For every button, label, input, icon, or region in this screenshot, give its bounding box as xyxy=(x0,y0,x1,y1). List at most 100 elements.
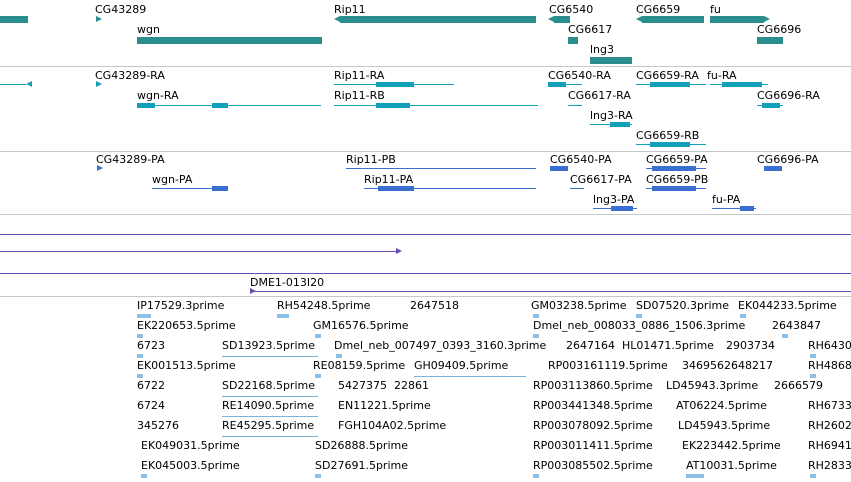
est-feature[interactable] xyxy=(533,314,539,318)
est-feature[interactable] xyxy=(315,474,321,478)
polypeptide-label-wgn-pa[interactable]: wgn-PA xyxy=(152,173,193,186)
est-label[interactable]: SD07520.3prime xyxy=(636,299,729,312)
est-label[interactable]: EK001513.5prime xyxy=(137,359,236,372)
est-label[interactable]: LD45943.3prime xyxy=(666,379,759,392)
gene-label-cg43289[interactable]: CG43289 xyxy=(95,3,147,16)
est-feature[interactable] xyxy=(137,374,143,378)
est-label[interactable]: RH2602 xyxy=(808,419,851,432)
gene-label-wgn[interactable]: wgn xyxy=(137,23,160,36)
est-label[interactable]: 5427375 xyxy=(338,379,387,392)
transcript-label-cg6659-rb[interactable]: CG6659-RB xyxy=(636,129,700,142)
polypeptide-label-cg6659-pb[interactable]: CG6659-PB xyxy=(646,173,709,186)
gene-feature-cg6659[interactable] xyxy=(636,16,704,23)
gene-feature-cg6617[interactable] xyxy=(568,37,578,44)
est-feature[interactable] xyxy=(137,334,143,338)
est-label[interactable]: RH2833 xyxy=(808,459,851,472)
est-label[interactable]: 22861 xyxy=(394,379,429,392)
polypeptide-label-cg6617-pa[interactable]: CG6617-PA xyxy=(570,173,632,186)
est-feature[interactable] xyxy=(222,416,318,417)
est-label[interactable]: RH6733 xyxy=(808,399,851,412)
est-label[interactable]: RE45295.5prime xyxy=(222,419,315,432)
est-label[interactable]: SD27691.5prime xyxy=(315,459,408,472)
est-label[interactable]: RP003011411.5prime xyxy=(533,439,653,452)
transcript-feature-cg43289-ra[interactable] xyxy=(96,81,102,87)
est-label[interactable]: RP003161119.5prime xyxy=(548,359,668,372)
est-label[interactable]: Dmel_neb_007497_0393_3160.3prime xyxy=(334,339,547,352)
transcript-label-rip11-rb[interactable]: Rip11-RB xyxy=(334,89,385,102)
clone-span-line[interactable] xyxy=(0,251,398,252)
est-label[interactable]: RP003113860.5prime xyxy=(533,379,653,392)
gene-label-cg6696[interactable]: CG6696 xyxy=(757,23,802,36)
est-label[interactable]: GH09409.5prime xyxy=(414,359,509,372)
est-feature[interactable] xyxy=(222,436,318,437)
polypeptide-feature-cg6696-pa[interactable] xyxy=(764,166,782,171)
transcript-label-rip11-ra[interactable]: Rip11-RA xyxy=(334,69,385,82)
est-label[interactable]: SD26888.5prime xyxy=(315,439,408,452)
gene-feature-cg43289[interactable] xyxy=(96,16,102,22)
est-feature[interactable] xyxy=(222,356,318,357)
polypeptide-feature-wgn-pa[interactable] xyxy=(152,188,228,189)
transcript-feature-rip11-rb[interactable] xyxy=(334,105,538,106)
polypeptide-feature-cg6540-pa[interactable] xyxy=(550,166,568,171)
est-label[interactable]: RP003078092.5prime xyxy=(533,419,653,432)
est-label[interactable]: RE14090.5prime xyxy=(222,399,315,412)
est-label[interactable]: 6723 xyxy=(137,339,165,352)
gene-feature-wgn[interactable] xyxy=(137,37,322,44)
est-label[interactable]: SD22168.5prime xyxy=(222,379,315,392)
transcript-feature-offscreen[interactable] xyxy=(0,84,26,85)
gene-label-cg6659[interactable]: CG6659 xyxy=(636,3,681,16)
polypeptide-label-cg6696-pa[interactable]: CG6696-PA xyxy=(757,153,819,166)
est-feature[interactable] xyxy=(740,314,746,318)
est-label[interactable]: RP003085502.5prime xyxy=(533,459,653,472)
transcript-label-wgn-ra[interactable]: wgn-RA xyxy=(137,89,179,102)
est-feature[interactable] xyxy=(810,374,816,378)
gene-feature-cg6540[interactable] xyxy=(548,16,570,23)
est-label[interactable]: 2647518 xyxy=(410,299,459,312)
est-feature[interactable] xyxy=(810,474,816,478)
est-label[interactable]: 2643847 xyxy=(772,319,821,332)
est-label[interactable]: AT10031.5prime xyxy=(686,459,777,472)
est-feature[interactable] xyxy=(315,334,321,338)
polypeptide-label-cg6659-pa[interactable]: CG6659-PA xyxy=(646,153,708,166)
transcript-label-fu-ra[interactable]: fu-RA xyxy=(707,69,737,82)
polypeptide-feature-rip11-pb[interactable] xyxy=(346,168,536,169)
est-label[interactable]: HL01471.5prime xyxy=(622,339,714,352)
est-label[interactable]: 6724 xyxy=(137,399,165,412)
est-feature[interactable] xyxy=(277,314,289,318)
est-feature[interactable] xyxy=(414,376,526,377)
est-feature[interactable] xyxy=(533,474,539,478)
est-label[interactable]: EK044233.5prime xyxy=(738,299,837,312)
gene-feature-lng3[interactable] xyxy=(590,57,632,64)
gene-label-cg6617[interactable]: CG6617 xyxy=(568,23,613,36)
transcript-feature-cg6617-ra[interactable] xyxy=(568,105,582,106)
polypeptide-label-cg43289-pa[interactable]: CG43289-PA xyxy=(96,153,165,166)
est-label[interactable]: FGH104A02.5prime xyxy=(338,419,447,432)
transcript-label-lng3-ra[interactable]: lng3-RA xyxy=(590,109,633,122)
est-feature[interactable] xyxy=(782,334,788,338)
polypeptide-label-rip11-pb[interactable]: Rip11-PB xyxy=(346,153,396,166)
polypeptide-feature-rip11-pa[interactable] xyxy=(364,188,536,189)
est-label[interactable]: 345276 xyxy=(137,419,179,432)
polypeptide-feature-fu-pa[interactable] xyxy=(712,208,756,209)
gene-feature-rip11[interactable] xyxy=(334,16,536,23)
est-label[interactable]: RH6430 xyxy=(808,339,851,352)
est-label[interactable]: RH4868 xyxy=(808,359,851,372)
est-feature[interactable] xyxy=(810,354,816,358)
gene-feature-cg6696[interactable] xyxy=(757,37,783,44)
est-label[interactable]: EN11221.5prime xyxy=(338,399,431,412)
est-label[interactable]: 2666579 xyxy=(774,379,823,392)
polypeptide-feature-cg43289-pa[interactable] xyxy=(97,165,103,171)
est-label[interactable]: EK045003.5prime xyxy=(141,459,240,472)
gene-label-fu[interactable]: fu xyxy=(710,3,721,16)
est-label[interactable]: IP17529.3prime xyxy=(137,299,225,312)
gene-label-rip11[interactable]: Rip11 xyxy=(334,3,366,16)
clone-label[interactable]: DME1-013I20 xyxy=(250,276,325,289)
est-label[interactable]: RH6941 xyxy=(808,439,851,452)
polypeptide-label-cg6540-pa[interactable]: CG6540-PA xyxy=(550,153,612,166)
est-feature[interactable] xyxy=(533,334,539,338)
transcript-label-cg6540-ra[interactable]: CG6540-RA xyxy=(548,69,611,82)
est-feature[interactable] xyxy=(222,396,318,397)
polypeptide-label-lng3-pa[interactable]: lng3-PA xyxy=(593,193,635,206)
gene-label-lng3[interactable]: lng3 xyxy=(590,43,615,56)
est-label[interactable]: EK223442.5prime xyxy=(682,439,781,452)
